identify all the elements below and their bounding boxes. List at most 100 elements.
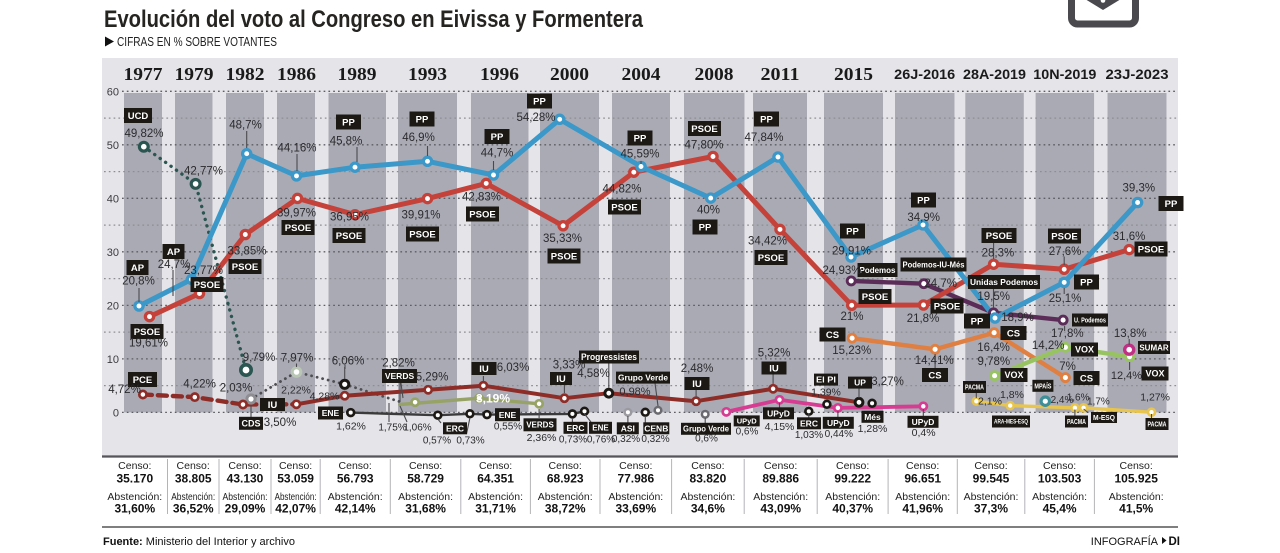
svg-text:PSOE: PSOE: [862, 292, 888, 303]
svg-text:2,4%: 2,4%: [1051, 395, 1074, 406]
svg-text:PP: PP: [634, 133, 647, 144]
svg-text:47,80%: 47,80%: [684, 140, 723, 152]
svg-text:VOX: VOX: [1145, 369, 1164, 379]
svg-text:UPyD: UPyD: [767, 408, 790, 418]
svg-text:PSOE: PSOE: [1051, 231, 1077, 242]
svg-text:CDS: CDS: [241, 419, 260, 429]
svg-text:31,6%: 31,6%: [1113, 231, 1146, 243]
svg-text:Fuente: Ministerio del Interio: Fuente: Ministerio del Interior y archiv…: [103, 536, 295, 548]
svg-text:2011: 2011: [761, 64, 800, 84]
svg-text:42,14%: 42,14%: [335, 502, 376, 516]
svg-text:34,42%: 34,42%: [748, 236, 787, 248]
svg-text:Abstención:: Abstención:: [895, 491, 950, 503]
svg-text:PSOE: PSOE: [1138, 244, 1164, 255]
svg-text:IU: IU: [769, 363, 779, 374]
svg-text:1979: 1979: [175, 64, 214, 84]
svg-text:43,09%: 43,09%: [760, 502, 801, 516]
svg-text:1,06%: 1,06%: [403, 423, 431, 434]
svg-text:CS: CS: [1007, 328, 1020, 339]
svg-text:PCE: PCE: [133, 375, 153, 386]
svg-text:CENB: CENB: [644, 423, 668, 433]
svg-text:4,22%: 4,22%: [183, 379, 216, 391]
svg-text:PSOE: PSOE: [232, 262, 258, 273]
svg-text:PSOE: PSOE: [611, 202, 637, 213]
svg-text:1,6%: 1,6%: [1067, 393, 1090, 404]
svg-text:31,68%: 31,68%: [405, 502, 446, 516]
svg-text:VERDS: VERDS: [385, 371, 415, 381]
svg-text:24,7%: 24,7%: [158, 259, 191, 271]
svg-text:28,3%: 28,3%: [982, 248, 1015, 260]
svg-text:40,37%: 40,37%: [832, 502, 873, 516]
svg-text:PSOE: PSOE: [551, 251, 577, 262]
svg-text:PP: PP: [1165, 199, 1178, 210]
svg-text:23,77%: 23,77%: [184, 265, 223, 277]
svg-text:50: 50: [107, 140, 119, 152]
svg-text:Progressistes: Progressistes: [581, 352, 637, 362]
svg-text:1993: 1993: [408, 64, 447, 84]
svg-text:58.729: 58.729: [407, 472, 444, 486]
svg-text:PP: PP: [416, 114, 429, 125]
svg-text:Més: Més: [864, 412, 881, 422]
svg-text:CS: CS: [826, 330, 839, 341]
svg-text:2,82%: 2,82%: [382, 358, 415, 370]
svg-text:Censo:: Censo:: [619, 460, 652, 472]
svg-text:4,58%: 4,58%: [577, 368, 610, 380]
svg-text:40: 40: [107, 193, 119, 205]
svg-text:7,97%: 7,97%: [281, 353, 314, 365]
svg-text:42,77%: 42,77%: [184, 166, 223, 178]
svg-text:PP: PP: [917, 195, 930, 206]
svg-text:34,6%: 34,6%: [691, 502, 725, 516]
svg-text:1,8%: 1,8%: [1000, 389, 1024, 401]
svg-text:VOX: VOX: [1075, 345, 1094, 355]
svg-text:PSOE: PSOE: [134, 327, 160, 338]
svg-text:ARA-MES-ESQ: ARA-MES-ESQ: [994, 420, 1028, 426]
svg-text:Censo:: Censo:: [339, 460, 372, 472]
svg-text:0: 0: [113, 407, 119, 419]
svg-text:El PI: El PI: [816, 375, 836, 385]
svg-text:PACMA: PACMA: [1148, 422, 1167, 429]
svg-text:SUMAR: SUMAR: [1139, 343, 1169, 352]
svg-text:35,33%: 35,33%: [543, 233, 582, 245]
svg-text:Censo:: Censo:: [279, 460, 312, 472]
svg-text:Censo:: Censo:: [1120, 460, 1153, 472]
svg-text:24,93%: 24,93%: [822, 265, 861, 277]
svg-text:PSOE: PSOE: [285, 223, 311, 234]
svg-text:INFOGRAFÍA: INFOGRAFÍA: [1091, 535, 1159, 548]
svg-text:PSOE: PSOE: [691, 124, 717, 135]
svg-text:Abstención:: Abstención:: [328, 491, 383, 503]
svg-text:AP: AP: [131, 263, 145, 274]
svg-text:PP: PP: [846, 226, 859, 237]
svg-text:20,8%: 20,8%: [122, 276, 155, 288]
svg-text:2000: 2000: [550, 64, 589, 84]
svg-text:PSOE: PSOE: [986, 231, 1012, 242]
svg-text:0,98%: 0,98%: [619, 386, 650, 398]
svg-text:31,71%: 31,71%: [475, 502, 516, 516]
svg-text:4,72%: 4,72%: [108, 384, 141, 396]
svg-text:1,39%: 1,39%: [811, 387, 841, 399]
svg-text:21,8%: 21,8%: [907, 313, 940, 325]
svg-text:39,91%: 39,91%: [401, 210, 440, 222]
svg-text:38.805: 38.805: [175, 472, 212, 486]
svg-text:VERDS: VERDS: [526, 421, 554, 430]
svg-text:PP: PP: [760, 114, 773, 125]
svg-text:54,28%: 54,28%: [516, 112, 555, 124]
svg-text:UPyD: UPyD: [827, 418, 850, 428]
svg-text:Abstención:: Abstención:: [171, 491, 215, 503]
svg-text:17,8%: 17,8%: [1051, 328, 1084, 340]
svg-text:2,22%: 2,22%: [281, 385, 311, 397]
svg-text:U. Podemos: U. Podemos: [1074, 316, 1106, 325]
svg-text:Censo:: Censo:: [549, 460, 582, 472]
svg-text:AP: AP: [167, 247, 181, 258]
svg-text:PP: PP: [491, 132, 504, 143]
svg-text:28A-2019: 28A-2019: [963, 67, 1026, 82]
svg-text:CIFRAS EN % SOBRE VOTANTES: CIFRAS EN % SOBRE VOTANTES: [117, 34, 277, 49]
svg-text:45,8%: 45,8%: [330, 136, 363, 148]
svg-text:103.503: 103.503: [1038, 472, 1082, 486]
svg-text:1,27%: 1,27%: [1140, 392, 1170, 404]
svg-text:PP: PP: [533, 96, 546, 107]
svg-text:89.886: 89.886: [762, 472, 799, 486]
svg-text:Abstención:: Abstención:: [275, 491, 317, 503]
svg-text:9,78%: 9,78%: [977, 356, 1010, 368]
svg-text:PP: PP: [971, 316, 984, 327]
svg-text:14,41%: 14,41%: [915, 355, 954, 367]
